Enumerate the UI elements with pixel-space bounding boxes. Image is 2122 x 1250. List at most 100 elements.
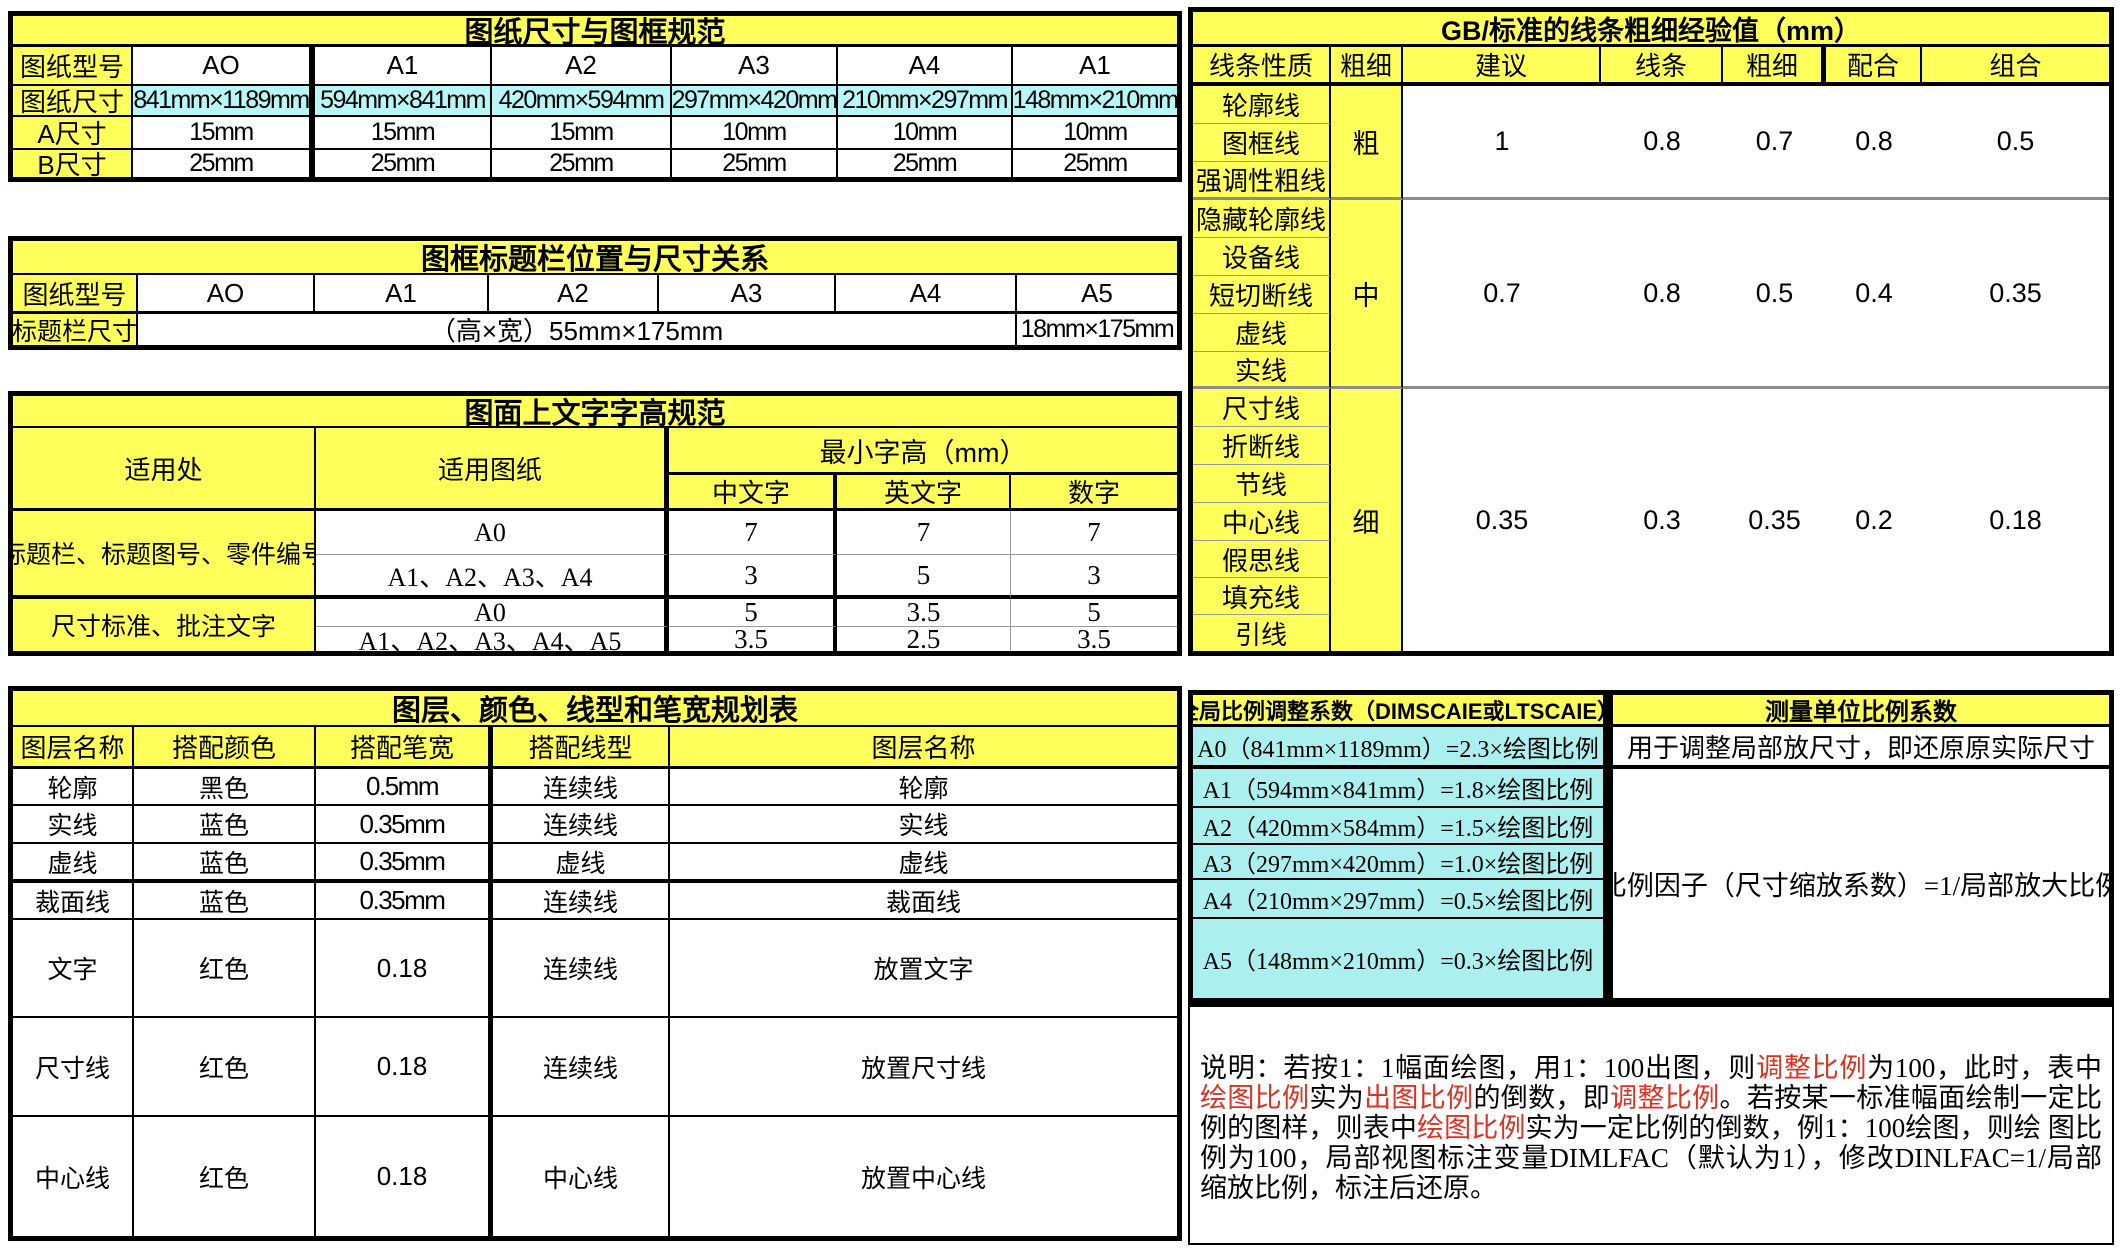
col-header: 适用处 (13, 428, 316, 511)
col-header: A4 (836, 275, 1017, 314)
value-cell: 红色 (134, 1117, 316, 1236)
scale-row: A4（210mm×297mm）=0.5×绘图比例 (1193, 880, 1603, 919)
value-cell: 实线 (670, 806, 1177, 844)
value-cell: 0.35mm (316, 844, 493, 883)
col-header: 图层名称 (13, 727, 134, 769)
value-cell: 0.5mm (316, 769, 493, 806)
value-cell: 0.5 (1922, 86, 2109, 200)
value-cell: 轮廓 (670, 769, 1177, 806)
value-cell: 连续线 (493, 806, 670, 844)
col-header: A3 (659, 275, 836, 314)
value-cell: 18mm×175mm (1020, 315, 1175, 343)
value-cell: 2.5 (837, 627, 1011, 651)
col-header: 建议 (1403, 47, 1601, 86)
table-title: 测量单位比例系数 (1613, 695, 2109, 727)
col-header: 配合 (1826, 47, 1922, 86)
table-title: 图纸尺寸与图框规范 (13, 16, 1177, 47)
row-label: 尺寸标准、批注文字 (13, 599, 316, 651)
value-cell: 10mm (1013, 117, 1177, 150)
value-cell: 25mm (672, 150, 838, 177)
gb-lineweight-table: GB/标准的线条粗细经验值（mm） 线条性质 粗细 建议 线条 粗细 配合 组合… (1188, 7, 2114, 656)
value-cell: 0.18 (1989, 504, 2042, 535)
value-cell: 0.8 (1826, 86, 1922, 200)
table-title: 图框标题栏位置与尺寸关系 (13, 241, 1177, 275)
row-label: 标题栏、标题图号、零件编号 (13, 511, 316, 599)
value-cell: 虚线 (13, 844, 134, 883)
weight-label: 中 (1331, 200, 1403, 389)
text-height-table: 图面上文字字高规范 适用处 适用图纸 最小字高（mm） 中文字 英文字 数字 标… (8, 391, 1182, 656)
titleblock-table: 图框标题栏位置与尺寸关系 图纸型号 AO A1 A2 A3 A4 A5 标题栏尺… (8, 236, 1182, 350)
line-name: 隐藏轮廓线 (1193, 200, 1331, 238)
weight-label: 粗 (1331, 86, 1403, 200)
value-cell: 0.4 (1826, 200, 1922, 389)
value-cell: 0.18 (316, 1018, 493, 1117)
value-cell: 7 (837, 511, 1011, 555)
row-label: A尺寸 (13, 117, 133, 150)
value-cell: 5 (669, 599, 837, 627)
table-title: 图面上文字字高规范 (13, 396, 1177, 428)
value-cell: A1、A2、A3、A4、A5 (316, 627, 669, 651)
col-header: 适用图纸 (316, 428, 669, 511)
value-cell: 5 (837, 555, 1011, 599)
value-cell: 蓝色 (134, 844, 316, 883)
value-cell: 连续线 (493, 1018, 670, 1117)
paper-size-table: 图纸尺寸与图框规范 图纸型号 AO A1 A2 A3 A4 A1 图纸尺寸 84… (8, 11, 1182, 182)
value-cell: 841mm×1189mm (133, 86, 315, 117)
value-cell: 虚线 (670, 844, 1177, 883)
table-title: 图层、颜色、线型和笔宽规划表 (13, 691, 1177, 727)
table-title: GB/标准的线条粗细经验值（mm） (1193, 12, 2109, 47)
value-cell: 594mm×841mm (315, 86, 492, 117)
col-header: A2 (489, 275, 659, 314)
line-name: 节线 (1193, 465, 1331, 503)
col-header: A3 (672, 47, 838, 86)
scale-row: A1（594mm×841mm）=1.8×绘图比例 (1193, 769, 1603, 808)
value-cell: 10mm (672, 117, 838, 150)
col-header: 最小字高（mm） (669, 428, 1177, 475)
value-cell: 10mm (838, 117, 1013, 150)
value-cell: 0.5 (1723, 200, 1826, 389)
col-header: 数字 (1011, 475, 1177, 511)
value-cell: 0.18 (316, 920, 493, 1018)
weight-label: 细 (1331, 389, 1403, 651)
col-header: A1 (315, 47, 492, 86)
line-name: 强调性粗线 (1193, 162, 1331, 200)
value-cell: 25mm (1063, 150, 1128, 177)
col-header: A5 (1017, 275, 1177, 314)
value-cell: 25mm (315, 150, 492, 177)
value-cell: 25mm (133, 150, 315, 177)
line-name: 引线 (1193, 615, 1331, 651)
col-header: 组合 (1922, 47, 2109, 86)
line-name: 短切断线 (1193, 276, 1331, 314)
value-cell: 0.7 (1403, 200, 1601, 389)
unit-scale-table: 测量单位比例系数 用于调整局部放尺寸，即还原原实际尺寸 比例因子（尺寸缩放系数）… (1608, 690, 2114, 1003)
line-name: 折断线 (1193, 427, 1331, 465)
row-label: 图纸型号 (13, 47, 133, 86)
col-header: 中文字 (669, 475, 837, 511)
value-cell: A0 (316, 599, 669, 627)
scale-row: A2（420mm×584mm）=1.5×绘图比例 (1193, 808, 1603, 845)
value-cell: 3.5 (1077, 627, 1111, 651)
value-cell: 0.35 (1748, 504, 1801, 535)
value-cell: 裁面线 (13, 883, 134, 920)
col-header: 搭配线型 (493, 727, 670, 769)
table-title: 全局比例调整系数（DIMSCAIE或LTSCAIE） (1193, 695, 1603, 727)
value-cell: 0.35 (1922, 200, 2109, 389)
value-cell: A0 (316, 511, 669, 555)
value-cell: 3 (1011, 555, 1177, 599)
col-header: A4 (838, 47, 1013, 86)
value-cell: 0.3 (1643, 504, 1681, 535)
col-header: AO (138, 275, 315, 314)
value-cell: 裁面线 (670, 883, 1177, 920)
scale-row: A3（297mm×420mm）=1.0×绘图比例 (1193, 845, 1603, 880)
value-cell: 连续线 (493, 920, 670, 1018)
value-cell: 210mm×297mm (838, 86, 1013, 117)
line-name: 中心线 (1193, 503, 1331, 541)
col-header: 英文字 (837, 475, 1011, 511)
value-cell: 连续线 (493, 883, 670, 920)
value-cell: 1 (1403, 86, 1601, 200)
value-cell: 25mm (838, 150, 1013, 177)
line-name: 图框线 (1193, 124, 1331, 162)
line-name: 轮廓线 (1193, 86, 1331, 124)
value-cell: 5 (1011, 599, 1177, 627)
